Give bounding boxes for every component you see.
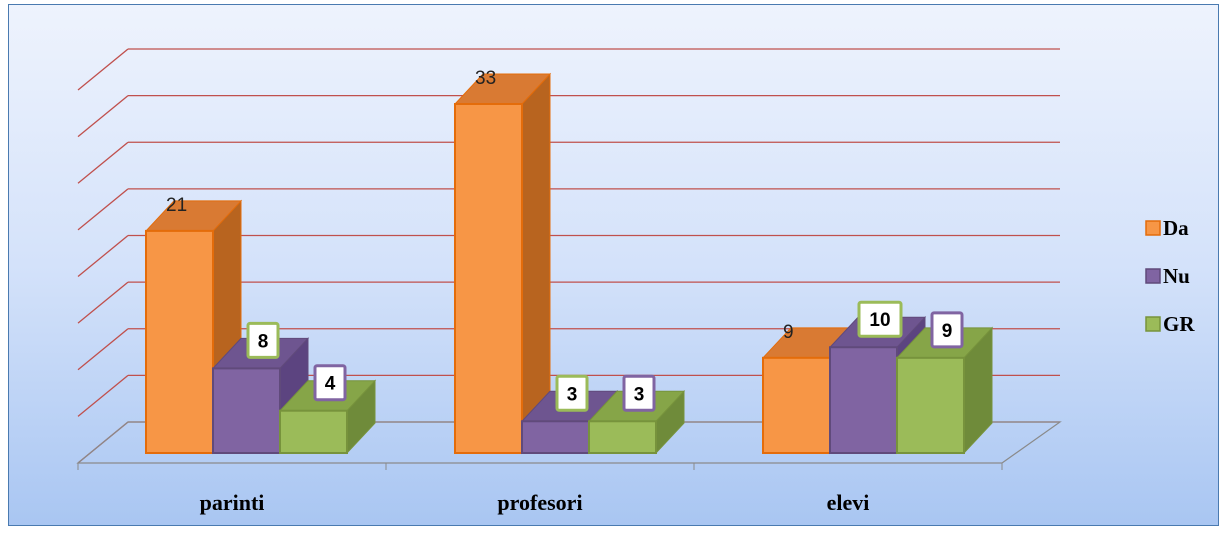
bars bbox=[144, 72, 994, 455]
category-label-profesori: profesori bbox=[497, 490, 582, 515]
bar-front bbox=[896, 356, 965, 454]
data-label-gr-parinti: 4 bbox=[313, 364, 347, 402]
label-box bbox=[930, 311, 964, 349]
label-box bbox=[857, 300, 903, 338]
gridline-side bbox=[77, 374, 129, 417]
bar-gr-parinti bbox=[278, 379, 377, 455]
gridline-side bbox=[77, 48, 129, 91]
label-box bbox=[313, 364, 347, 402]
gridline-side bbox=[77, 281, 129, 324]
gridline-side bbox=[77, 234, 129, 278]
legend-swatch-nu bbox=[1145, 268, 1161, 284]
label-text: 3 bbox=[634, 384, 645, 405]
data-label-da-elevi: 9 bbox=[783, 322, 794, 343]
label-text: 4 bbox=[325, 374, 336, 395]
category-labels: parinti profesori elevi bbox=[200, 490, 870, 515]
label-text: 3 bbox=[567, 384, 578, 405]
data-label-nu-profesori: 3 bbox=[555, 374, 589, 412]
category-label-elevi: elevi bbox=[827, 490, 870, 515]
category-label-parinti: parinti bbox=[200, 490, 265, 515]
bar-front bbox=[762, 356, 831, 454]
bar-front bbox=[521, 420, 590, 455]
legend: Da Nu GR bbox=[1145, 216, 1195, 336]
legend-swatch-da bbox=[1145, 220, 1161, 236]
gridline-side bbox=[77, 95, 129, 138]
gridline-side bbox=[77, 188, 129, 231]
bar-front bbox=[279, 409, 348, 454]
gridline-side bbox=[77, 141, 129, 184]
data-label-da-profesori: 33 bbox=[475, 68, 496, 89]
label-text: 9 bbox=[942, 321, 953, 342]
bar-front bbox=[829, 346, 898, 455]
bar-gr-elevi bbox=[895, 326, 994, 455]
legend-label-gr: GR bbox=[1163, 312, 1195, 336]
bar-front bbox=[145, 229, 214, 454]
data-label-nu-parinti: 8 bbox=[246, 321, 280, 359]
label-text: 10 bbox=[869, 310, 890, 331]
bar-front bbox=[588, 420, 657, 455]
data-label-gr-profesori: 3 bbox=[622, 374, 656, 412]
data-label-gr-elevi: 9 bbox=[930, 311, 964, 349]
bar-front bbox=[454, 103, 523, 454]
gridline-side bbox=[77, 328, 129, 371]
bar-da-profesori bbox=[453, 72, 552, 455]
legend-label-nu: Nu bbox=[1163, 264, 1190, 288]
label-text: 8 bbox=[258, 331, 269, 352]
bar-front bbox=[212, 367, 281, 455]
label-box bbox=[622, 374, 656, 412]
legend-swatch-gr bbox=[1145, 316, 1161, 332]
data-label-nu-elevi: 10 bbox=[857, 300, 903, 338]
x-axis bbox=[76, 421, 1062, 470]
legend-label-da: Da bbox=[1163, 216, 1189, 240]
data-label-da-parinti: 21 bbox=[166, 195, 187, 216]
label-box bbox=[246, 321, 280, 359]
label-box bbox=[555, 374, 589, 412]
